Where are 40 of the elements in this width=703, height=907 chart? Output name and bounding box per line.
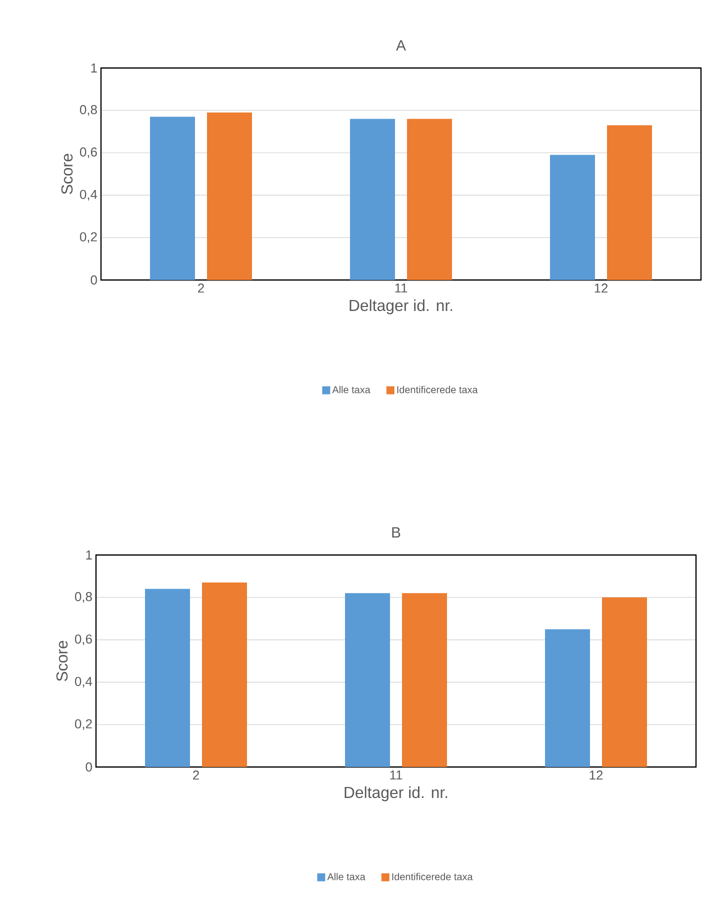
y-tick-label: 0,2: [74, 719, 92, 730]
bar: [345, 593, 390, 767]
y-tick-label: 0,6: [74, 634, 92, 646]
legend-label: Identificerede taxa: [397, 386, 478, 394]
x-tick-label: 12: [590, 770, 603, 780]
x-tick-label: 12: [594, 284, 608, 293]
y-tick-label: 0,8: [74, 592, 92, 603]
bar: [207, 112, 252, 280]
bar: [202, 582, 247, 767]
x-tick-label: 11: [395, 284, 408, 292]
bar: [550, 154, 595, 280]
bar: [602, 597, 648, 767]
y-tick-label: 0,6: [80, 147, 97, 158]
x-tick-label: 2: [198, 284, 204, 293]
x-axis-title: Deltager id. nr.: [344, 786, 448, 802]
y-tick-label: 0: [86, 762, 92, 772]
legend-label: Alle taxa: [332, 386, 370, 394]
bar: [402, 593, 447, 767]
y-axis-title: Score: [56, 640, 68, 682]
x-tick-label: 11: [390, 770, 402, 780]
y-tick-label: 0,2: [80, 232, 97, 243]
y-tick-label: 1: [91, 64, 97, 72]
y-tick-label: 0,4: [80, 190, 98, 201]
y-tick-label: 0,8: [80, 105, 97, 116]
bar: [407, 118, 452, 280]
y-axis-title: Score: [61, 154, 73, 194]
legend-label: Identificerede taxa: [392, 872, 473, 880]
chart-title: A: [396, 40, 406, 50]
bar: [350, 118, 395, 280]
bar: [145, 588, 190, 767]
y-tick-label: 1: [86, 550, 92, 560]
y-tick-label: 0,4: [74, 676, 92, 688]
x-tick-label: 2: [193, 770, 199, 780]
bar: [607, 125, 652, 280]
bar: [150, 116, 195, 280]
chart-title: B: [392, 527, 400, 538]
bar: [545, 629, 590, 767]
legend-label: Alle taxa: [327, 872, 366, 880]
x-axis-title: Deltager id. nr.: [350, 299, 452, 314]
y-tick-label: 0: [90, 275, 97, 285]
